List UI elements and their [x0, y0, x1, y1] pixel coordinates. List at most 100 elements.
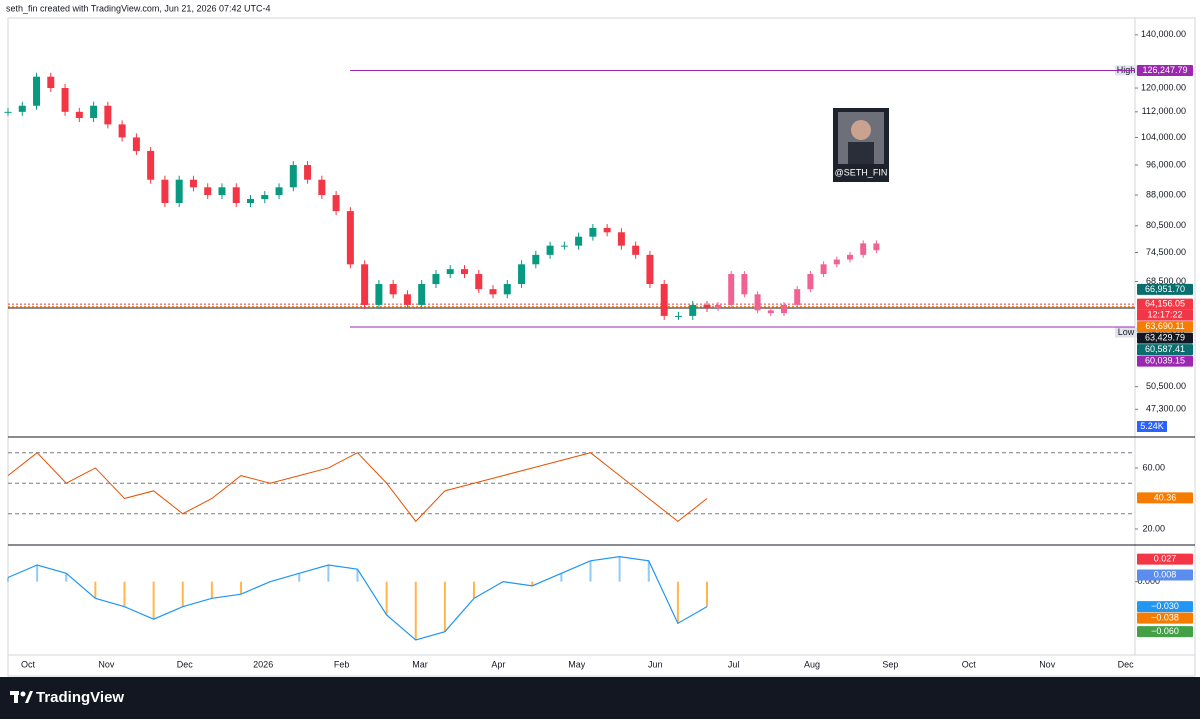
- macd-histogram: [152, 581, 155, 620]
- header: seth_fin created with TradingView.com, J…: [6, 3, 271, 13]
- time-label: 2026: [253, 659, 273, 669]
- macd-histogram: [531, 581, 534, 586]
- price-badge-label: 60,587.41: [1145, 344, 1185, 354]
- y-tick-label: 0.000: [1137, 576, 1160, 586]
- macd-histogram: [414, 581, 417, 640]
- countdown-badge: [1137, 309, 1193, 321]
- price-badge: [1137, 569, 1193, 581]
- volume-badge: [1137, 421, 1167, 432]
- candle: [61, 88, 69, 112]
- price-badge-label: 63,429.79: [1145, 332, 1185, 342]
- candle: [147, 150, 155, 180]
- candle: [446, 269, 454, 275]
- price-badge: [1137, 612, 1193, 624]
- projection-candle: [767, 310, 774, 314]
- candle: [660, 284, 668, 316]
- price-badge: [1137, 601, 1193, 613]
- candle: [560, 245, 568, 247]
- candle: [161, 179, 169, 203]
- price-badge-label: 40.36: [1154, 492, 1177, 502]
- candle: [674, 315, 682, 317]
- price-badge: [1137, 626, 1193, 638]
- time-label: Dec: [177, 659, 194, 669]
- macd-histogram: [706, 581, 708, 607]
- projection-candle: [754, 294, 761, 311]
- extreme-name: High: [1117, 65, 1136, 75]
- candle: [261, 195, 269, 200]
- price-badge: [1137, 321, 1193, 333]
- projection-candle: [847, 254, 853, 260]
- macd-histogram: [356, 569, 359, 582]
- candle: [575, 236, 583, 246]
- extreme-name: Low: [1118, 327, 1135, 337]
- projection-candle: [833, 259, 840, 265]
- projection-candle: [781, 304, 787, 314]
- candle: [475, 274, 483, 290]
- y-tick-label: 50,500.00: [1146, 381, 1186, 391]
- candle: [589, 227, 597, 237]
- countdown-label: 12:17:22: [1147, 309, 1182, 319]
- brand: TradingView: [36, 689, 124, 706]
- rsi-line: [7, 452, 708, 523]
- macd-histogram: [7, 577, 9, 582]
- watermark-image: @SETH_FIN: [833, 108, 889, 182]
- macd-histogram: [443, 581, 446, 632]
- price-badge-label: 60,039.15: [1145, 355, 1185, 365]
- price-badge: [1137, 298, 1193, 310]
- y-tick-label: 140,000.00: [1141, 29, 1186, 39]
- macd-histogram: [327, 565, 330, 582]
- y-tick-label: 47,300.00: [1146, 404, 1186, 414]
- candle: [632, 245, 640, 255]
- candle: [646, 254, 654, 285]
- candle: [703, 304, 711, 309]
- macd-histogram: [65, 573, 68, 582]
- candle: [18, 105, 26, 112]
- candle: [460, 269, 468, 275]
- candle: [318, 179, 326, 196]
- macd-histogram: [181, 581, 184, 607]
- price-badge: [1137, 492, 1193, 504]
- y-tick-label: 112,000.00: [1142, 106, 1186, 116]
- candle: [289, 165, 297, 188]
- extreme-tag: [1115, 327, 1137, 338]
- time-label: Aug: [804, 659, 820, 669]
- projection-candle: [820, 264, 827, 275]
- candle: [346, 211, 354, 265]
- footer-bar: [0, 677, 1200, 719]
- macd-histogram: [385, 581, 388, 615]
- candle: [603, 227, 611, 233]
- time-label: Sep: [882, 659, 898, 669]
- macd-histogram: [618, 556, 621, 582]
- y-tick-label: 104,000.00: [1141, 132, 1186, 142]
- price-badge-label: 0.008: [1154, 569, 1177, 579]
- time-label: Apr: [491, 659, 505, 669]
- chart-frame: [7, 17, 1196, 677]
- candle: [33, 76, 41, 106]
- price-badge-label: −0.030: [1151, 601, 1179, 611]
- y-tick-label: 20.00: [1142, 523, 1165, 533]
- candle: [489, 289, 497, 295]
- time-label: May: [568, 659, 586, 669]
- time-label: Mar: [412, 659, 428, 669]
- candle: [546, 245, 554, 255]
- price-badge-label: 64,156.05: [1145, 298, 1185, 308]
- candle: [90, 105, 98, 119]
- candle: [332, 195, 340, 212]
- y-tick-label: 96,000.00: [1146, 159, 1186, 169]
- candle: [232, 187, 240, 203]
- macd-line: [7, 556, 708, 641]
- candle: [132, 137, 140, 151]
- time-label: Oct: [21, 659, 36, 669]
- candle: [4, 111, 12, 113]
- candle: [375, 284, 383, 305]
- projection-candle: [741, 274, 748, 295]
- macd-histogram: [298, 573, 301, 582]
- y-tick-label: 80,500.00: [1146, 220, 1186, 230]
- macd-histogram: [473, 581, 475, 599]
- candle: [175, 179, 183, 203]
- projection-candle: [728, 274, 735, 305]
- time-label: Oct: [962, 659, 977, 669]
- watermark-label: @SETH_FIN: [835, 167, 888, 177]
- time-label: Jun: [648, 659, 663, 669]
